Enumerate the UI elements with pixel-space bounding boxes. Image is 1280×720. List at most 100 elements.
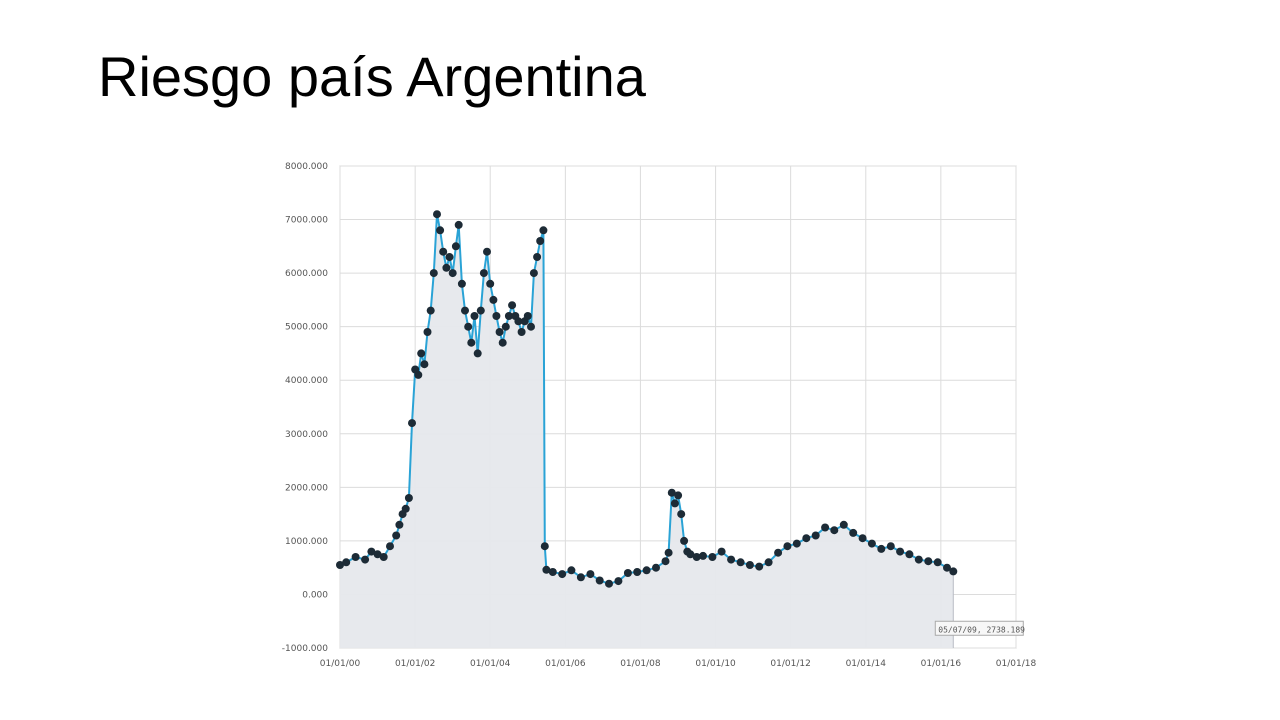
- data-point: [802, 534, 811, 543]
- data-point: [667, 488, 676, 497]
- data-markers: [336, 210, 958, 588]
- data-point: [414, 370, 423, 379]
- data-point: [342, 558, 351, 567]
- data-point: [454, 220, 463, 229]
- data-point: [670, 499, 679, 508]
- data-point: [830, 526, 839, 535]
- y-tick-label: 8000.000: [285, 162, 328, 172]
- data-point: [858, 534, 867, 543]
- data-point: [523, 312, 532, 320]
- x-tick-label: 01/01/04: [470, 659, 511, 669]
- data-point: [473, 349, 482, 358]
- data-point: [426, 306, 435, 315]
- area-path: [340, 214, 954, 648]
- y-tick-label: -1000.000: [282, 644, 328, 654]
- data-point: [652, 563, 660, 572]
- data-point: [886, 542, 895, 551]
- data-point: [661, 557, 670, 566]
- data-point: [623, 569, 632, 577]
- data-point: [479, 269, 488, 278]
- data-point: [792, 539, 801, 548]
- data-point: [495, 328, 504, 336]
- x-tick-label: 01/01/08: [620, 659, 661, 669]
- data-point: [467, 338, 476, 347]
- data-point: [386, 542, 394, 551]
- x-tick-label: 01/01/12: [770, 659, 810, 669]
- data-point: [717, 547, 726, 556]
- data-point: [489, 295, 498, 304]
- data-point: [408, 419, 416, 428]
- data-point: [379, 553, 388, 561]
- data-point: [558, 570, 567, 579]
- data-point: [811, 531, 820, 540]
- y-tick-label: 2000.000: [285, 483, 328, 493]
- data-point: [351, 553, 360, 561]
- data-point: [943, 563, 951, 572]
- data-point: [336, 561, 344, 569]
- y-tick-label: 7000.000: [285, 216, 328, 226]
- tooltip-label: 05/07/09, 2738.189: [938, 625, 1025, 634]
- data-point: [492, 312, 501, 320]
- data-point: [423, 328, 432, 336]
- y-tick-label: 5000.000: [285, 323, 328, 333]
- data-point: [686, 550, 695, 559]
- x-tick-label: 01/01/14: [846, 659, 887, 669]
- data-point: [614, 577, 623, 586]
- x-tick-label: 01/01/02: [395, 659, 435, 669]
- x-tick-label: 01/01/16: [921, 659, 962, 669]
- data-point: [755, 562, 764, 571]
- data-point: [436, 226, 445, 235]
- data-point: [949, 567, 958, 576]
- data-point: [457, 279, 466, 288]
- data-point: [395, 520, 404, 529]
- data-point: [692, 553, 701, 561]
- axis-labels: 8000.000 7000.000 6000.000 5000.000 4000.000…: [282, 162, 1037, 669]
- data-point: [429, 269, 438, 278]
- data-point: [674, 491, 683, 500]
- data-point: [905, 550, 914, 559]
- data-point: [539, 226, 548, 235]
- data-point: [839, 520, 848, 529]
- data-point: [536, 237, 545, 245]
- data-point: [567, 566, 576, 575]
- data-point: [708, 553, 717, 561]
- data-point: [727, 555, 736, 564]
- data-point: [529, 269, 538, 278]
- data-point: [633, 568, 642, 576]
- data-point: [501, 322, 510, 331]
- tooltip: 05/07/09, 2738.189: [934, 620, 1025, 636]
- tooltip-box: [934, 620, 1024, 636]
- data-point: [821, 523, 830, 532]
- data-point: [924, 557, 933, 566]
- y-tick-label: 4000.000: [285, 376, 328, 386]
- data-point: [470, 312, 479, 320]
- data-point: [736, 558, 745, 567]
- x-tick-label: 01/01/00: [320, 659, 361, 669]
- data-point: [877, 544, 886, 553]
- data-point: [439, 247, 448, 256]
- data-point: [849, 528, 858, 537]
- data-point: [783, 542, 792, 551]
- x-tick-label: 01/01/10: [695, 659, 736, 669]
- x-tick-label: 01/01/06: [545, 659, 586, 669]
- data-point: [451, 242, 460, 251]
- data-point: [504, 312, 513, 320]
- data-point: [392, 531, 401, 540]
- data-point: [595, 576, 604, 585]
- data-point: [401, 504, 410, 513]
- y-tick-label: 6000.000: [285, 269, 328, 279]
- data-point: [680, 536, 689, 545]
- data-point: [508, 301, 517, 310]
- data-point: [442, 263, 451, 272]
- data-point: [517, 328, 526, 336]
- data-point: [433, 210, 441, 219]
- data-point: [476, 306, 485, 315]
- data-point: [642, 566, 651, 575]
- data-point: [605, 579, 613, 588]
- data-point: [373, 550, 382, 559]
- data-point: [445, 253, 454, 261]
- data-point: [677, 510, 686, 519]
- data-point: [483, 247, 491, 256]
- data-point: [498, 338, 507, 347]
